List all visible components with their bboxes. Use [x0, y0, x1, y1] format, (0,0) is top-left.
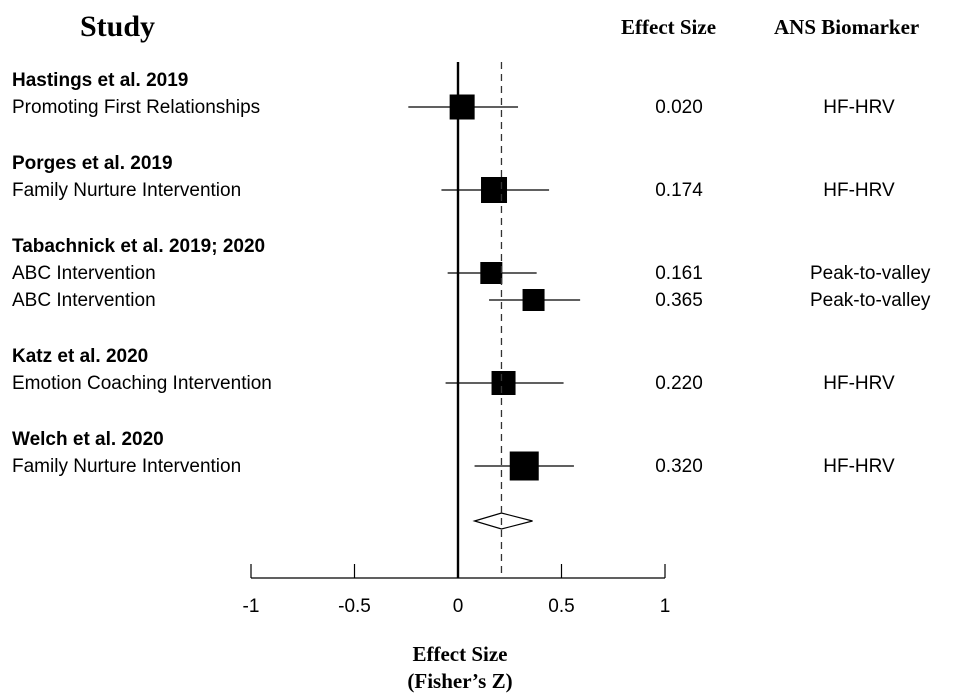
header-study: Study	[80, 10, 155, 43]
x-axis-title-line1: Effect Size	[412, 642, 507, 666]
effect-size-value: 0.365	[655, 290, 703, 311]
effect-square	[480, 262, 503, 284]
row-label: ABC Intervention	[12, 290, 156, 311]
x-tick-label: 0	[453, 596, 464, 617]
study-name: Katz et al. 2020	[12, 346, 148, 367]
summary-diamond	[472, 512, 533, 530]
row-label: Promoting First Relationships	[12, 97, 260, 118]
biomarker-value: HF-HRV	[823, 180, 895, 201]
effect-square	[449, 94, 475, 120]
study-name: Porges et al. 2019	[12, 153, 173, 174]
effect-square	[481, 177, 508, 203]
effect-size-value: 0.020	[655, 97, 703, 118]
biomarker-value: HF-HRV	[823, 373, 895, 394]
effect-size-value: 0.161	[655, 263, 703, 284]
study-name: Welch et al. 2020	[12, 429, 164, 450]
effect-square	[522, 289, 545, 311]
x-tick-label: -1	[243, 596, 260, 617]
x-tick-label: -0.5	[338, 596, 371, 617]
x-axis-title-line2: (Fisher’s Z)	[407, 669, 512, 693]
row-label: ABC Intervention	[12, 263, 156, 284]
effect-size-value: 0.174	[655, 180, 703, 201]
biomarker-value: Peak-to-valley	[810, 263, 931, 284]
x-tick-label: 1	[660, 596, 671, 617]
effect-size-value: 0.320	[655, 456, 703, 477]
forest-rows: Hastings et al. 2019 Promoting First Rela…	[12, 62, 931, 578]
effect-square	[491, 371, 516, 395]
biomarker-value: Peak-to-valley	[810, 290, 931, 311]
header-ans-biomarker: ANS Biomarker	[774, 15, 919, 39]
row-label: Family Nurture Intervention	[12, 456, 241, 477]
x-axis: -1 -0.5 0 0.5 1	[243, 564, 671, 617]
header-effect-size: Effect Size	[621, 15, 716, 39]
study-name: Tabachnick et al. 2019; 2020	[12, 236, 265, 257]
x-tick-label: 0.5	[548, 596, 574, 617]
effect-size-value: 0.220	[655, 373, 703, 394]
row-label: Emotion Coaching Intervention	[12, 373, 272, 394]
study-name: Hastings et al. 2019	[12, 70, 188, 91]
biomarker-value: HF-HRV	[823, 456, 895, 477]
row-label: Family Nurture Intervention	[12, 180, 241, 201]
biomarker-value: HF-HRV	[823, 97, 895, 118]
effect-square	[509, 451, 539, 481]
